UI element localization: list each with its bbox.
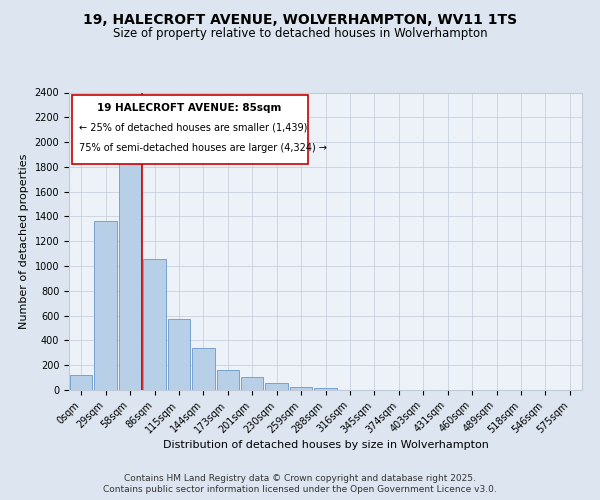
Bar [94, 222, 117, 390]
Bar [314, 388, 337, 390]
Bar [265, 382, 288, 390]
Bar [119, 152, 142, 390]
Text: Size of property relative to detached houses in Wolverhampton: Size of property relative to detached ho… [113, 28, 487, 40]
Bar [192, 348, 215, 390]
Text: Contains public sector information licensed under the Open Government Licence v3: Contains public sector information licen… [103, 485, 497, 494]
Bar [167, 320, 190, 390]
Text: 19, HALECROFT AVENUE, WOLVERHAMPTON, WV11 1TS: 19, HALECROFT AVENUE, WOLVERHAMPTON, WV1… [83, 12, 517, 26]
FancyBboxPatch shape [71, 96, 308, 164]
Text: ← 25% of detached houses are smaller (1,439): ← 25% of detached houses are smaller (1,… [79, 122, 308, 132]
X-axis label: Distribution of detached houses by size in Wolverhampton: Distribution of detached houses by size … [163, 440, 488, 450]
Bar [143, 258, 166, 390]
Text: 75% of semi-detached houses are larger (4,324) →: 75% of semi-detached houses are larger (… [79, 143, 327, 153]
Text: 19 HALECROFT AVENUE: 85sqm: 19 HALECROFT AVENUE: 85sqm [97, 103, 282, 113]
Y-axis label: Number of detached properties: Number of detached properties [19, 154, 29, 329]
Bar [241, 377, 263, 390]
Bar [70, 374, 92, 390]
Bar [217, 370, 239, 390]
Bar [290, 386, 313, 390]
Text: Contains HM Land Registry data © Crown copyright and database right 2025.: Contains HM Land Registry data © Crown c… [124, 474, 476, 483]
